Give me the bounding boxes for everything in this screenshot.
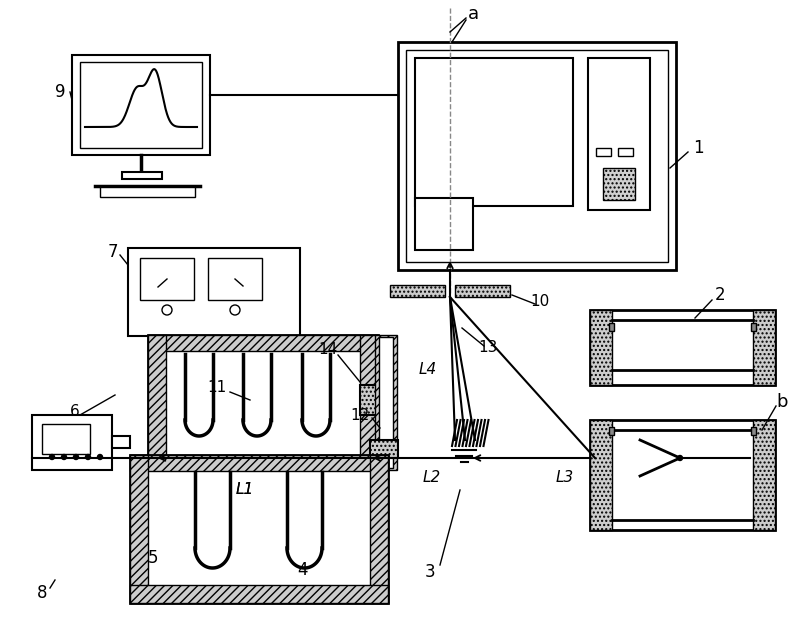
Circle shape — [50, 455, 54, 460]
Text: a: a — [468, 5, 479, 23]
Bar — [72, 55, 210, 155]
Bar — [751, 427, 756, 435]
Text: 7: 7 — [107, 243, 118, 261]
Bar — [148, 335, 166, 460]
Text: L3: L3 — [556, 470, 574, 485]
Circle shape — [86, 455, 90, 460]
Bar — [603, 168, 635, 200]
Circle shape — [62, 455, 66, 460]
Bar — [398, 42, 676, 270]
Bar — [379, 337, 393, 468]
Bar — [609, 323, 614, 331]
Bar — [208, 258, 262, 300]
Bar — [148, 335, 378, 460]
Text: 6: 6 — [70, 404, 80, 420]
Text: 4: 4 — [297, 561, 307, 579]
Bar — [596, 148, 611, 156]
Bar — [415, 58, 573, 206]
Text: 9: 9 — [54, 83, 66, 101]
Text: b: b — [776, 393, 788, 411]
Bar — [390, 285, 445, 297]
Bar — [590, 420, 775, 530]
Bar — [618, 148, 633, 156]
Bar — [32, 415, 112, 470]
Bar — [415, 198, 473, 250]
Text: 11: 11 — [207, 381, 226, 396]
Bar — [122, 172, 162, 179]
Bar — [751, 323, 756, 331]
Bar — [590, 420, 612, 530]
Text: 5: 5 — [148, 549, 158, 567]
Bar — [375, 335, 397, 470]
Bar — [42, 424, 90, 454]
Bar — [370, 440, 398, 458]
Text: 14: 14 — [318, 342, 338, 357]
Bar — [609, 427, 614, 435]
Bar — [588, 58, 650, 210]
Bar — [80, 62, 202, 148]
Bar — [140, 258, 194, 300]
Bar — [455, 285, 510, 297]
Bar — [130, 585, 388, 603]
Text: L4: L4 — [419, 362, 437, 377]
Bar — [590, 310, 775, 385]
Bar — [360, 385, 390, 415]
Bar — [148, 335, 378, 351]
Text: 12: 12 — [350, 408, 370, 423]
Text: 2: 2 — [714, 286, 726, 304]
Bar — [130, 455, 388, 603]
Text: L1: L1 — [236, 482, 254, 497]
Bar — [128, 248, 300, 336]
Circle shape — [74, 455, 78, 460]
Text: L2: L2 — [423, 470, 441, 485]
Text: 13: 13 — [478, 340, 498, 355]
Bar — [130, 455, 388, 471]
Bar — [406, 50, 668, 262]
Circle shape — [678, 455, 682, 460]
Bar — [112, 436, 130, 448]
Bar — [370, 455, 388, 603]
Circle shape — [162, 305, 172, 315]
Bar — [590, 310, 612, 385]
Text: 10: 10 — [530, 295, 550, 310]
Text: 3: 3 — [425, 563, 435, 581]
Bar — [130, 455, 148, 603]
Text: L1: L1 — [236, 482, 254, 497]
Bar — [753, 420, 775, 530]
Text: 1: 1 — [693, 139, 703, 157]
Text: 8: 8 — [37, 584, 47, 602]
Bar — [360, 335, 378, 460]
Circle shape — [230, 305, 240, 315]
Bar — [753, 310, 775, 385]
Bar — [100, 187, 195, 197]
Circle shape — [98, 455, 102, 460]
